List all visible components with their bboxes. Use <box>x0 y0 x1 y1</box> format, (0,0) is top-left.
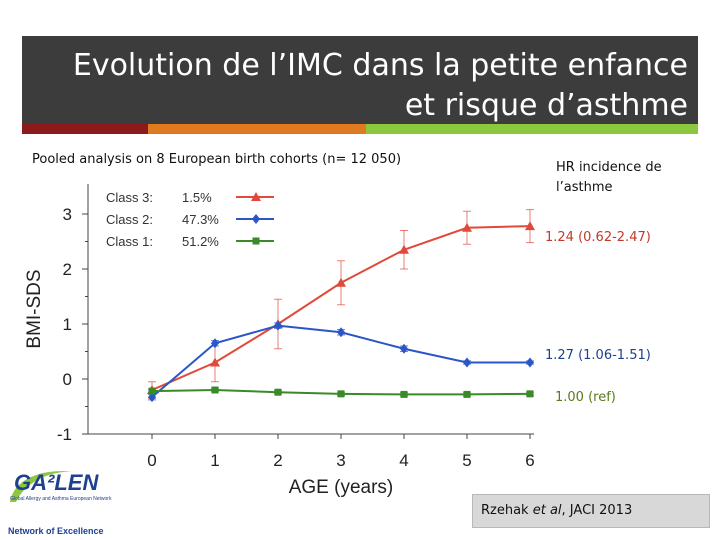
data-point <box>463 390 471 398</box>
galen-logo: GA²LEN Global Allergy and Asthma Europea… <box>8 470 112 536</box>
reference-author: Rzehak <box>481 503 533 518</box>
series-2 <box>148 386 534 398</box>
x-tick-label: 6 <box>525 451 534 470</box>
data-point <box>252 214 260 224</box>
slide-title-line1: Evolution de l’IMC dans la petite enfanc… <box>72 48 688 83</box>
data-point <box>463 357 471 368</box>
hr-value-class3: 1.24 (0.62-2.47) <box>545 230 651 245</box>
title-bar: Evolution de l’IMC dans la petite enfanc… <box>22 36 698 124</box>
x-tick-label: 3 <box>336 451 345 470</box>
hr-value-class2: 1.27 (1.06-1.51) <box>545 348 651 363</box>
reference-text: Rzehak et al, JACI 2013 <box>481 503 632 518</box>
y-tick-label: 0 <box>63 370 72 389</box>
data-point <box>400 343 408 354</box>
y-tick-label: 2 <box>63 260 72 279</box>
data-point <box>252 237 260 245</box>
logo-footer: Network of Excellence <box>8 526 104 536</box>
data-point <box>526 357 534 368</box>
x-tick-label: 2 <box>273 451 282 470</box>
y-axis-label: BMI-SDS <box>24 269 45 348</box>
logo-name: GA²LEN <box>14 470 99 495</box>
data-point <box>336 277 346 287</box>
x-tick-label: 1 <box>210 451 219 470</box>
y-tick-label: 3 <box>63 205 72 224</box>
data-point <box>526 390 534 398</box>
data-point <box>337 390 345 398</box>
reference-etal: et al <box>532 503 562 518</box>
data-point <box>400 390 408 398</box>
hr-header: HR incidence de l’asthme <box>556 158 662 198</box>
x-tick-label: 0 <box>147 451 156 470</box>
x-tick-label: 5 <box>462 451 471 470</box>
data-point <box>399 244 409 254</box>
x-axis-label: AGE (years) <box>289 477 394 498</box>
legend-percent: 1.5% <box>182 190 212 205</box>
data-point <box>210 357 220 367</box>
reference-journal: , JACI 2013 <box>561 503 633 518</box>
hr-header-line2: l’asthme <box>556 180 613 195</box>
legend-label: Class 3: <box>106 190 153 205</box>
reference-box: Rzehak et al, JACI 2013 <box>472 494 710 528</box>
series-1 <box>148 320 534 403</box>
slide-title-line2: et risque d’asthme <box>404 88 688 123</box>
y-tick-label: 1 <box>63 315 72 334</box>
stripe-green <box>366 124 698 134</box>
legend-label: Class 1: <box>106 234 153 249</box>
data-point <box>274 388 282 396</box>
hr-value-class1: 1.00 (ref) <box>555 390 616 405</box>
legend-label: Class 2: <box>106 212 153 227</box>
data-point <box>525 221 535 231</box>
data-point <box>462 222 472 232</box>
x-tick-label: 4 <box>399 451 408 470</box>
data-point <box>211 338 219 349</box>
stripe-orange <box>148 124 366 134</box>
data-point <box>274 320 282 331</box>
subtitle: Pooled analysis on 8 European birth coho… <box>32 152 402 167</box>
hr-header-line1: HR incidence de <box>556 160 662 175</box>
legend-percent: 47.3% <box>182 212 219 227</box>
logo-tagline: Global Allergy and Asthma European Netwo… <box>10 496 112 502</box>
y-tick-label: -1 <box>57 425 72 444</box>
data-point <box>148 387 156 395</box>
data-point <box>337 327 345 338</box>
data-point <box>251 192 261 201</box>
legend-percent: 51.2% <box>182 234 219 249</box>
stripe-dark-red <box>22 124 148 134</box>
logo-swoosh <box>10 471 74 502</box>
data-point <box>211 386 219 394</box>
series-line <box>151 225 531 391</box>
data-point <box>148 392 156 403</box>
